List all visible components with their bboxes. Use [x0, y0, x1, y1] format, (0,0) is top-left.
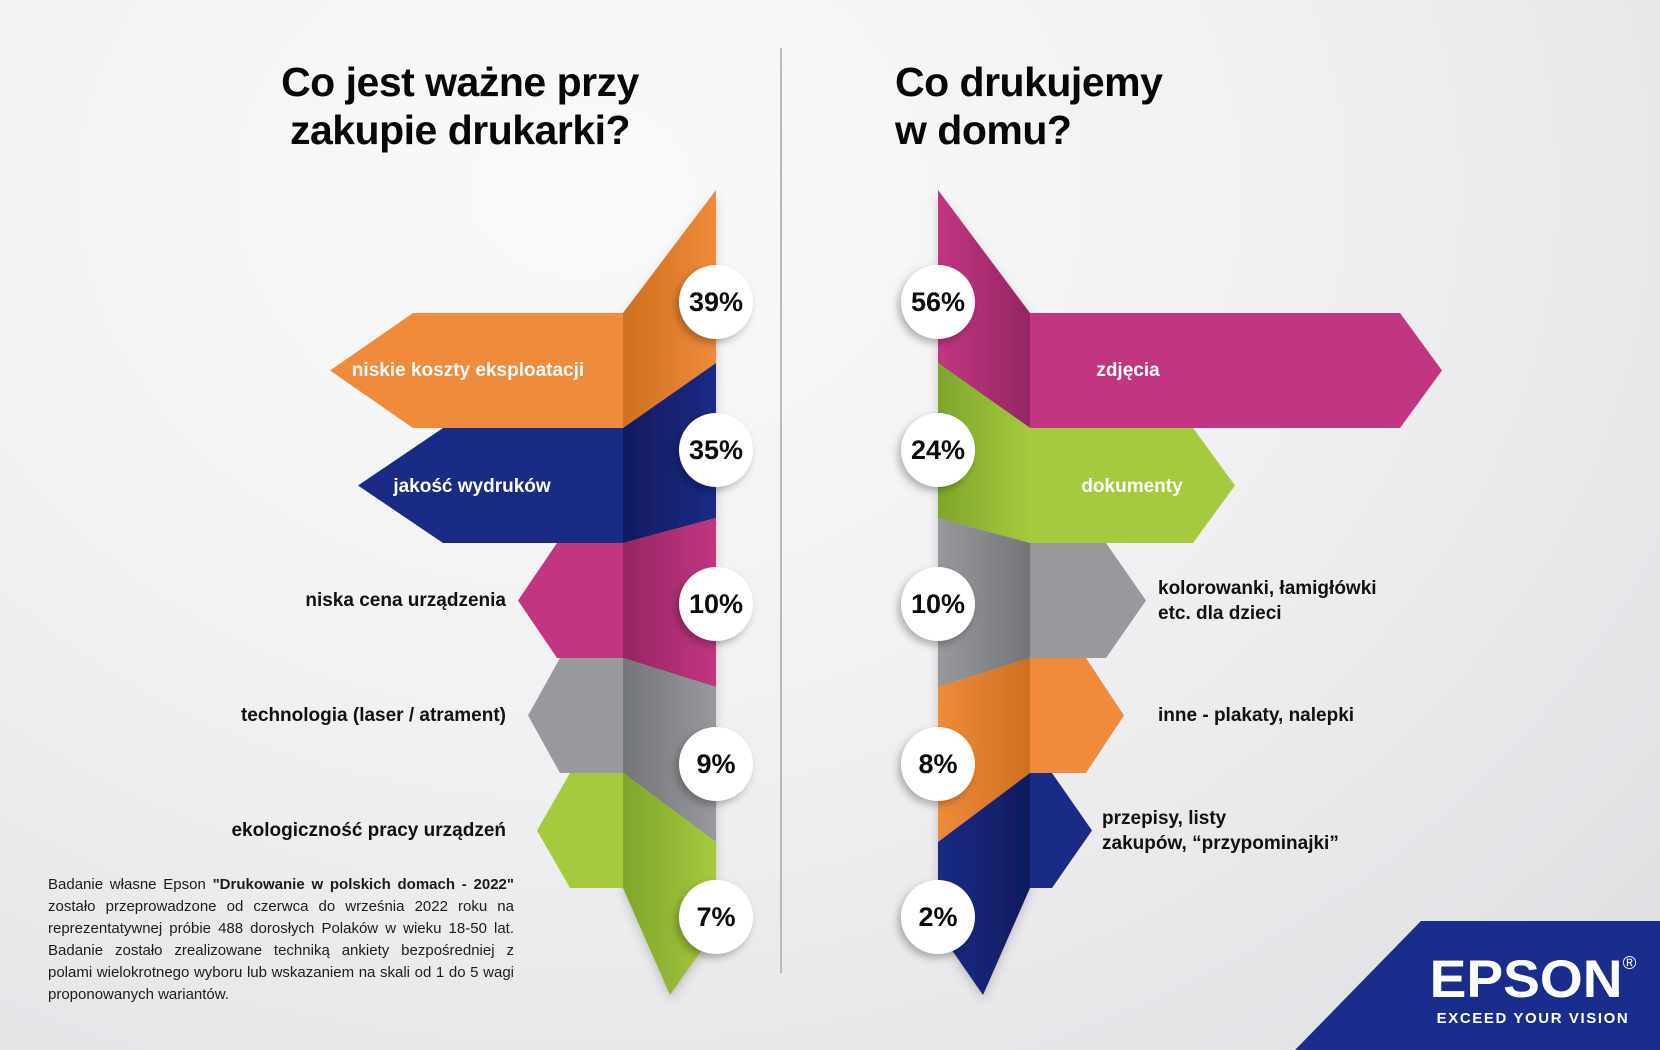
right-ribbon-segment-orange [938, 658, 1030, 842]
bar-label-kolorowanki-line1: kolorowanki, łamigłówki [1158, 578, 1377, 599]
bar-arrow-jakosc-wydrukow [358, 428, 623, 543]
percent-circle-10-right [901, 567, 975, 641]
percent-value-10-right: 10% [911, 589, 965, 619]
percent-circle-2 [901, 880, 975, 954]
epson-brand-text: EPSON [1429, 950, 1623, 1009]
percent-circle-9 [679, 727, 753, 801]
percent-circle-39 [679, 265, 753, 339]
study-footnote: Badanie własne Epson "Drukowanie w polsk… [48, 874, 514, 1006]
bar-label-kolorowanki-line2: etc. dla dzieci [1158, 603, 1282, 624]
percent-circle-35 [679, 413, 753, 487]
percent-value-39: 39% [689, 287, 743, 317]
footnote-study-name: "Drukowanie w polskich domach - 2022" [212, 876, 514, 893]
left-chart-title: Co jest ważne przy zakupie drukarki? [160, 58, 760, 154]
bar-arrow-kolorowanki [1030, 543, 1146, 658]
percent-value-7: 7% [696, 902, 735, 932]
percent-value-24: 24% [911, 435, 965, 465]
bar-arrow-zdjecia [1030, 313, 1442, 428]
right-spine-ribbon [938, 190, 1030, 995]
bar-label-zdjecia: zdjęcia [1096, 360, 1160, 381]
divider-line [780, 48, 782, 973]
footnote-text-part1: Badanie własne Epson [48, 876, 213, 893]
bar-arrow-ekologicznosc [537, 773, 623, 888]
left-chart-title-line2: zakupie drukarki? [289, 107, 631, 153]
percent-value-9: 9% [696, 749, 735, 779]
registered-trademark-icon: ® [1622, 953, 1637, 973]
percent-value-35: 35% [689, 435, 743, 465]
bar-label-inne: inne - plakaty, nalepki [1158, 705, 1354, 726]
percent-value-8: 8% [918, 749, 957, 779]
bar-label-przepisy-line1: przepisy, listy [1102, 808, 1227, 829]
right-chart-title-line2: w domu? [895, 107, 1072, 153]
bar-arrow-niska-cena [518, 543, 623, 658]
epson-tagline: EXCEED YOUR VISION [1436, 1010, 1630, 1027]
percent-value-10-left: 10% [689, 589, 743, 619]
bar-arrow-inne [1030, 658, 1124, 773]
right-ribbon-segment-green [938, 363, 1030, 543]
bar-arrow-niskie-koszty [330, 313, 623, 428]
epson-logo: EPSON® [1410, 935, 1655, 1008]
right-chart-title-line1: Co drukujemy [895, 59, 1163, 105]
left-ribbon-segment-orange [623, 190, 716, 428]
percent-circle-24 [901, 413, 975, 487]
percent-circle-56 [901, 265, 975, 339]
percent-circle-10-left [679, 567, 753, 641]
bar-label-niska-cena: niska cena urządzenia [305, 590, 506, 611]
bar-arrow-przepisy [1030, 773, 1092, 888]
bar-label-ekologicznosc: ekologiczność pracy urządzeń [231, 820, 506, 841]
percent-circle-8 [901, 727, 975, 801]
bar-label-niskie-koszty: niskie koszty eksploatacji [352, 360, 584, 381]
bar-arrow-dokumenty [1030, 428, 1235, 543]
percent-circle-7 [679, 880, 753, 954]
right-chart: zdjęcia dokumenty kolorowanki, łamigłówk… [901, 190, 1442, 995]
bar-label-przepisy-line2: zakupów, “przypominajki” [1102, 833, 1339, 854]
bar-label-jakosc-wydrukow: jakość wydruków [392, 476, 551, 497]
bar-arrow-technologia [528, 658, 623, 773]
footnote-text-part2: zostało przeprowadzone od czerwca do wrz… [48, 898, 514, 1003]
left-ribbon-segment-gray [623, 658, 716, 842]
bar-label-technologia: technologia (laser / atrament) [241, 705, 506, 726]
right-ribbon-segment-gray [938, 518, 1030, 687]
right-ribbon-segment-magenta [938, 190, 1030, 428]
percent-value-2: 2% [918, 902, 957, 932]
right-percent-circles: 56% 24% 10% 8% 2% [901, 265, 975, 954]
left-spine-ribbon [623, 190, 716, 995]
bar-label-dokumenty: dokumenty [1081, 476, 1183, 497]
left-percent-circles: 39% 35% 10% 9% 7% [679, 265, 753, 954]
epson-logo-block: EPSON® EXCEED YOUR VISION [1415, 935, 1651, 1028]
right-chart-title: Co drukujemy w domu? [895, 58, 1395, 154]
percent-value-56: 56% [911, 287, 965, 317]
left-chart: niskie koszty eksploatacji jakość wydruk… [231, 190, 753, 995]
left-ribbon-segment-magenta [623, 518, 716, 687]
left-chart-title-line1: Co jest ważne przy [281, 59, 639, 105]
left-ribbon-segment-navy [623, 363, 716, 543]
